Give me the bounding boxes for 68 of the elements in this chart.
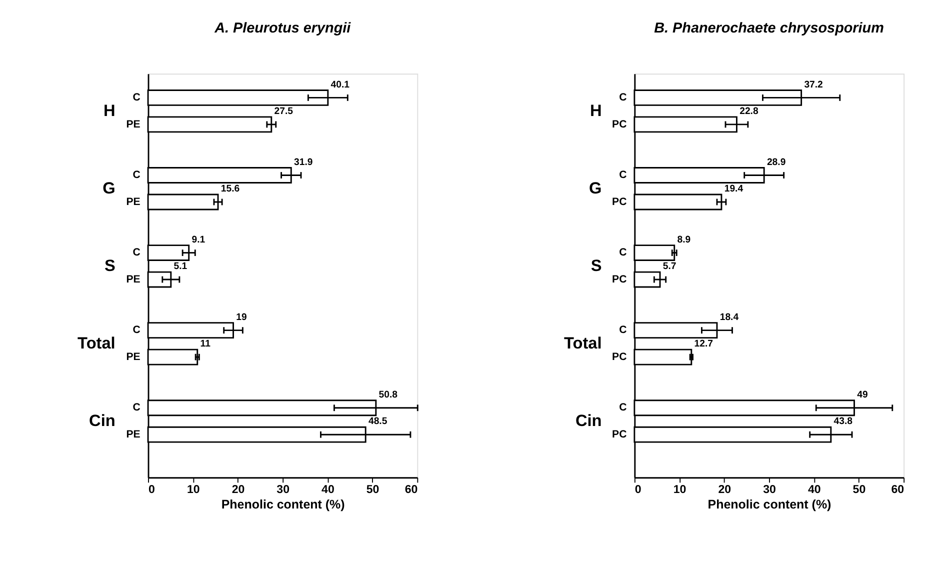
x-tick-label: 0 xyxy=(634,484,642,496)
data-label: 49 xyxy=(857,389,868,400)
data-label: 19.4 xyxy=(724,184,744,195)
y-tick-label: PC xyxy=(612,273,628,286)
text: S xyxy=(104,256,116,275)
y-tick-label: PE xyxy=(126,273,140,286)
y-tick-label: C xyxy=(132,92,141,104)
data-label: 15.6 xyxy=(220,184,240,195)
data-label: 9.1 xyxy=(192,234,206,246)
data-label: 27.5 xyxy=(274,106,294,118)
data-label: 22.8 xyxy=(740,106,759,118)
data-label: 50.8 xyxy=(378,389,398,400)
y-tick-label: C xyxy=(132,169,141,182)
x-tick-label: 30 xyxy=(276,484,290,496)
y-tick-label: C xyxy=(132,246,141,259)
y-tick-label: PC xyxy=(612,118,628,130)
x-tick-label: 40 xyxy=(322,484,334,496)
x-tick-label: 50 xyxy=(852,484,866,496)
text: H xyxy=(590,102,602,120)
text: G xyxy=(102,179,116,198)
y-tick-label: PE xyxy=(126,428,140,440)
data-label: 5.1 xyxy=(174,261,188,272)
y-tick-label: C xyxy=(619,169,628,182)
x-tick-label: 10 xyxy=(673,484,686,496)
y-tick-label: PC xyxy=(612,196,628,208)
x-tick-label: 40 xyxy=(808,484,821,496)
x-tick-label: 0 xyxy=(148,484,155,496)
x-tick-label: 10 xyxy=(186,484,200,496)
text: Cin xyxy=(89,412,116,430)
data-label: 48.5 xyxy=(368,416,388,428)
data-label: 40.1 xyxy=(330,79,350,90)
chart-title: B. Phanerochaete chrysosporium xyxy=(654,20,884,36)
data-label: 12.7 xyxy=(694,338,713,350)
text: S xyxy=(590,256,602,275)
data-label: 43.8 xyxy=(834,416,854,428)
x-axis-title: Phenolic content (%) xyxy=(221,498,345,512)
y-tick-label: PE xyxy=(126,196,140,208)
x-tick-label: 30 xyxy=(763,484,776,496)
text: G xyxy=(589,179,602,198)
y-tick-label: C xyxy=(132,324,141,336)
data-label: 19 xyxy=(236,312,247,323)
text: Total xyxy=(564,334,602,352)
y-tick-label: C xyxy=(132,402,141,414)
y-tick-label: C xyxy=(619,402,628,414)
y-tick-label: C xyxy=(619,246,628,259)
data-label: 11 xyxy=(200,338,212,350)
y-tick-label: PC xyxy=(612,350,628,363)
chart-title: A. Pleurotus eryngii xyxy=(214,20,352,36)
data-label: 5.7 xyxy=(662,261,676,272)
y-tick-label: PC xyxy=(612,428,628,440)
data-label: 31.9 xyxy=(294,156,313,168)
text: Cin xyxy=(575,412,602,430)
text: H xyxy=(104,102,116,120)
y-tick-label: PE xyxy=(126,350,140,363)
x-tick-label: 20 xyxy=(232,484,245,496)
x-tick-label: 60 xyxy=(891,484,904,496)
data-label: 28.9 xyxy=(766,156,786,168)
x-tick-label: 60 xyxy=(404,484,418,496)
x-axis-title: Phenolic content (%) xyxy=(708,498,832,512)
x-tick-label: 50 xyxy=(366,484,380,496)
y-tick-label: PE xyxy=(126,118,140,130)
text: Total xyxy=(78,334,116,352)
x-tick-label: 20 xyxy=(718,484,732,496)
y-tick-label: C xyxy=(619,324,628,336)
data-label: 18.4 xyxy=(720,312,740,323)
data-label: 8.9 xyxy=(677,234,691,246)
y-tick-label: C xyxy=(619,92,628,104)
data-label: 37.2 xyxy=(804,79,823,90)
